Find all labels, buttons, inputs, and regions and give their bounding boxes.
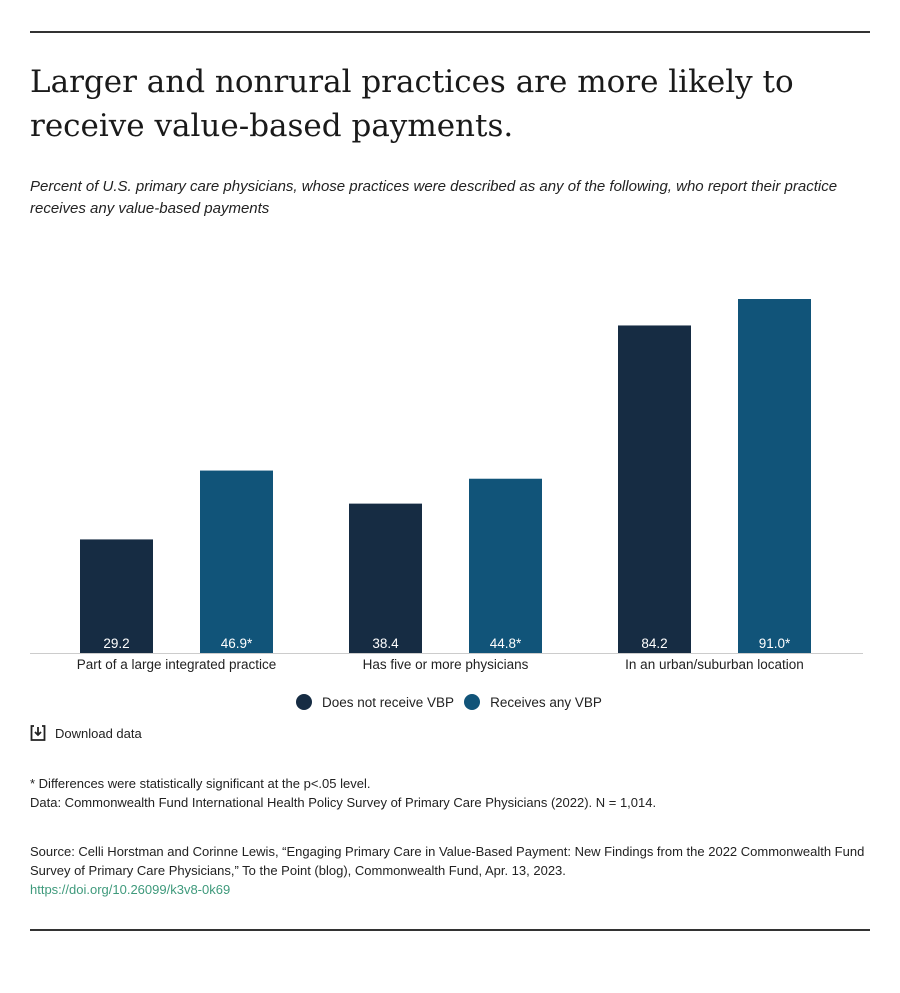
data-label: 84.2 (641, 636, 667, 651)
bar (349, 503, 422, 653)
source-text: Source: Celli Horstman and Corinne Lewis… (30, 844, 865, 878)
data-note: Data: Commonwealth Fund International He… (30, 795, 657, 810)
legend-swatch-does-not-receive (296, 694, 312, 710)
category-label: Has five or more physicians (363, 657, 529, 672)
download-data-button[interactable]: Download data (30, 725, 142, 741)
chart-subtitle: Percent of U.S. primary care physicians,… (30, 178, 838, 217)
notes: * Differences were statistically signifi… (30, 774, 656, 812)
source: Source: Celli Horstman and Corinne Lewis… (30, 842, 870, 899)
download-icon (30, 725, 46, 741)
legend-label-receives: Receives any VBP (490, 694, 602, 710)
download-label: Download data (55, 725, 142, 741)
significance-note: * Differences were statistically signifi… (30, 776, 371, 791)
bottom-rule (30, 929, 870, 931)
bar (618, 325, 691, 653)
legend-swatch-receives (464, 694, 481, 710)
chart-title: Larger and nonrural practices are more l… (30, 64, 794, 144)
data-label: 29.2 (103, 636, 129, 651)
data-label: 44.8* (490, 636, 522, 651)
bar (469, 478, 542, 653)
category-label: Part of a large integrated practice (77, 657, 277, 672)
bar (738, 299, 811, 653)
data-label: 38.4 (372, 636, 399, 651)
data-label: 91.0* (759, 636, 791, 651)
category-label: In an urban/suburban location (625, 657, 804, 672)
bar (80, 539, 153, 653)
top-rule (30, 31, 870, 33)
source-link[interactable]: https://doi.org/10.26099/k3v8-0k69 (30, 882, 231, 897)
bar-chart: 29.2 46.9* Part of a large integrated prac… (30, 299, 863, 672)
data-label: 46.9* (221, 636, 253, 651)
legend-label-does-not-receive: Does not receive VBP (322, 694, 455, 710)
legend: Does not receive VBP Receives any VBP (296, 694, 612, 710)
bar (200, 470, 273, 653)
